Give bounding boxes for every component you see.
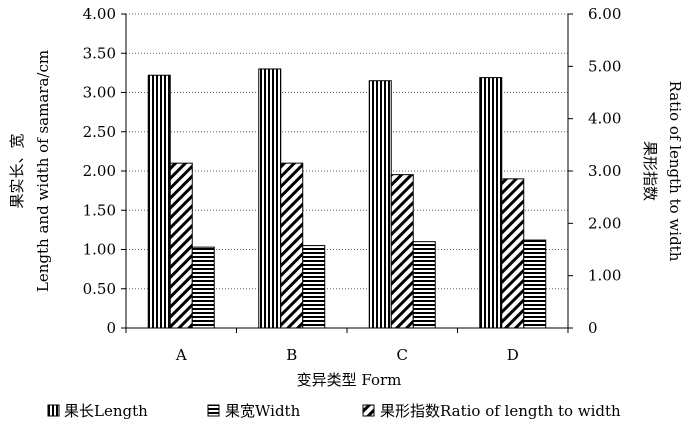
bar-width-D <box>523 239 547 329</box>
right-tick-label: 0 <box>588 319 598 337</box>
left-axis-ticks: 0 0.50 1.00 1.50 2.00 2.50 3.00 3.50 4.00 <box>83 5 126 337</box>
category-label: A <box>175 346 187 364</box>
right-tick-label: 5.00 <box>588 57 621 75</box>
bar-width-B <box>302 245 326 329</box>
left-tick-label: 2.50 <box>83 123 116 141</box>
left-tick-label: 1.50 <box>83 201 116 219</box>
left-tick-label: 0 <box>106 319 116 337</box>
y2-axis-title-cn: 果形指数 <box>641 141 659 201</box>
legend-swatch-length <box>47 404 60 417</box>
left-tick-label: 4.00 <box>83 5 116 23</box>
y-axis-title-en: Length and width of samara/cm <box>34 50 52 292</box>
bar-width-C <box>412 241 436 329</box>
bar-ratio-B <box>280 162 304 329</box>
bar-ratio-D <box>501 178 525 329</box>
y2-axis-title-en: Ratio of length to width <box>666 81 684 262</box>
bar-width-A <box>191 246 215 329</box>
bar-ratio-A <box>169 162 193 329</box>
legend-label-length: 果长Length <box>64 402 148 420</box>
category-label: C <box>397 346 408 364</box>
bar-length-A <box>147 74 171 329</box>
legend-swatch-width <box>207 404 220 417</box>
left-tick-label: 3.00 <box>83 84 116 102</box>
legend-label-width: 果宽Width <box>225 402 301 420</box>
right-tick-label: 6.00 <box>588 5 621 23</box>
bar-length-B <box>258 68 282 329</box>
right-tick-label: 4.00 <box>588 110 621 128</box>
right-axis-ticks: 0 1.00 2.00 3.00 4.00 5.00 6.00 <box>568 5 621 337</box>
legend-swatch-ratio <box>362 404 375 417</box>
right-tick-label: 3.00 <box>588 162 621 180</box>
left-tick-label: 1.00 <box>83 241 116 259</box>
right-tick-label: 1.00 <box>588 267 621 285</box>
left-tick-label: 2.00 <box>83 162 116 180</box>
x-axis-title: 变异类型 Form <box>297 371 402 389</box>
left-tick-label: 3.50 <box>83 44 116 62</box>
category-label: D <box>507 346 519 364</box>
legend: 果长Length 果宽Width 果形指数Ratio of length to … <box>47 402 621 420</box>
category-labels: A B C D <box>175 346 519 364</box>
left-tick-label: 0.50 <box>83 280 116 298</box>
bars <box>147 68 547 329</box>
right-tick-label: 2.00 <box>588 214 621 232</box>
y-axis-title-cn: 果实长、宽 <box>8 133 26 208</box>
bar-length-C <box>368 80 392 329</box>
bar-length-D <box>479 77 503 329</box>
bar-ratio-C <box>390 174 414 329</box>
category-label: B <box>286 346 297 364</box>
legend-label-ratio: 果形指数Ratio of length to width <box>380 402 621 420</box>
